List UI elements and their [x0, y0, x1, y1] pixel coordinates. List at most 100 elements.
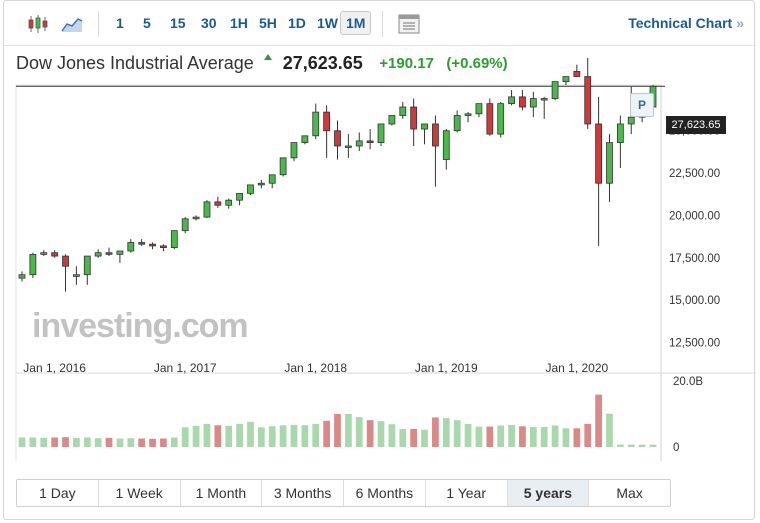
interval-5[interactable]: 5 [143, 15, 151, 31]
candle-body [519, 96, 526, 108]
price-change-percent: (+0.69%) [446, 55, 508, 72]
watermark-logo: investing.com [32, 307, 248, 345]
candle-body [508, 96, 515, 105]
candle-body [127, 242, 135, 252]
chevron-right-icon: » [736, 15, 744, 31]
volume-bar [366, 420, 374, 447]
candle-body [214, 201, 222, 206]
candle-body [486, 103, 494, 135]
candle-body [551, 81, 559, 99]
chart-event-marker[interactable]: P [630, 93, 654, 117]
candle-body [51, 252, 59, 257]
candle-body [203, 201, 211, 218]
candle-body [334, 130, 341, 147]
interval-1[interactable]: 1 [116, 15, 124, 31]
technical-chart-link[interactable]: Technical Chart» [628, 15, 744, 31]
candle-body [279, 157, 287, 176]
candle-body [453, 115, 461, 132]
volume-bar [573, 428, 581, 447]
candle-body [540, 98, 548, 101]
area-chart-icon[interactable] [60, 13, 84, 35]
interval-1d[interactable]: 1D [288, 15, 306, 31]
interval-30[interactable]: 30 [201, 15, 217, 31]
range-max[interactable]: Max [589, 480, 670, 506]
volume-bar [149, 438, 156, 447]
volume-bar [475, 426, 483, 447]
candle-body [40, 252, 48, 255]
volume-max-label: 20.0B [673, 376, 703, 388]
volume-bar [116, 438, 124, 447]
volume-bar [40, 437, 48, 447]
volume-bar [225, 425, 233, 447]
volume-bar [334, 414, 341, 447]
toolbar-divider [382, 11, 383, 37]
interval-1w[interactable]: 1W [317, 15, 338, 31]
candlestick-chart-icon[interactable] [26, 13, 50, 35]
range-1-week[interactable]: 1 Week [98, 480, 181, 506]
settings-panel-icon[interactable] [397, 13, 421, 35]
candle-body [29, 253, 37, 276]
volume-bar [345, 414, 352, 447]
volume-bar [170, 437, 178, 447]
interval-15[interactable]: 15 [170, 15, 186, 31]
volume-bar [214, 425, 222, 447]
range-1-year[interactable]: 1 Year [425, 480, 508, 506]
candle-body [616, 123, 624, 143]
range-5-years[interactable]: 5 years [507, 480, 590, 506]
last-price-tag: 27,623.65 [666, 116, 726, 134]
y-tick-label: 22,500.00 [669, 168, 720, 180]
volume-bar [290, 424, 298, 447]
quote-header: Dow Jones Industrial Average 27,623.65 +… [16, 53, 516, 77]
candle-body [62, 255, 69, 267]
last-price: 27,623.65 [282, 53, 363, 73]
candle-body [606, 142, 613, 184]
volume-bar [497, 425, 505, 447]
volume-bar [138, 438, 146, 447]
candlestick-chart[interactable]: investing.com25,000.0022,500.0020,000.00… [4, 1, 756, 471]
range-6-months[interactable]: 6 Months [344, 480, 426, 506]
candle-body [290, 142, 298, 159]
candle-body [497, 103, 505, 135]
volume-zero-label: 0 [673, 442, 679, 454]
candle-body [116, 250, 124, 255]
chart-widget: 1 5 15 30 1H 5H 1D 1W 1M Technical Chart… [3, 0, 756, 520]
interval-1m[interactable]: 1M [340, 11, 372, 35]
candle-body [562, 76, 570, 83]
volume-bar [127, 438, 135, 447]
interval-1h[interactable]: 1H [230, 15, 248, 31]
candle-body [257, 182, 265, 186]
interval-5h[interactable]: 5H [259, 15, 277, 31]
candle-body [355, 140, 363, 147]
volume-bar [508, 424, 515, 447]
volume-bar [540, 426, 548, 447]
volume-bar [453, 420, 461, 447]
candle-body [627, 116, 635, 125]
candle-body [73, 274, 80, 277]
range-3-months[interactable]: 3 Months [262, 480, 344, 506]
candle-body [160, 245, 167, 248]
volume-bar [62, 437, 69, 447]
candle-body [268, 174, 276, 184]
y-tick-label: 12,500.00 [669, 337, 720, 349]
candle-body [377, 123, 385, 143]
toolbar-divider [98, 11, 99, 37]
candle-body [94, 252, 102, 257]
range-selector: 1 Day 1 Week 1 Month 3 Months 6 Months 1… [16, 479, 671, 507]
volume-bar [410, 428, 418, 447]
candle-body [421, 123, 428, 130]
candle-body [529, 98, 537, 108]
volume-bar [105, 437, 113, 447]
volume-bar [257, 427, 265, 447]
candle-body [432, 123, 439, 147]
x-tick-label: Jan 1, 2018 [284, 361, 347, 375]
candle-body [138, 242, 146, 245]
volume-bar [519, 426, 526, 447]
volume-bar [584, 423, 592, 447]
volume-bar [312, 423, 320, 447]
candle-body [192, 216, 200, 220]
volume-bar [268, 426, 276, 447]
range-1-day[interactable]: 1 Day [17, 480, 99, 506]
range-1-month[interactable]: 1 Month [180, 480, 263, 506]
volume-bar [616, 444, 624, 447]
technical-chart-label: Technical Chart [628, 15, 733, 31]
